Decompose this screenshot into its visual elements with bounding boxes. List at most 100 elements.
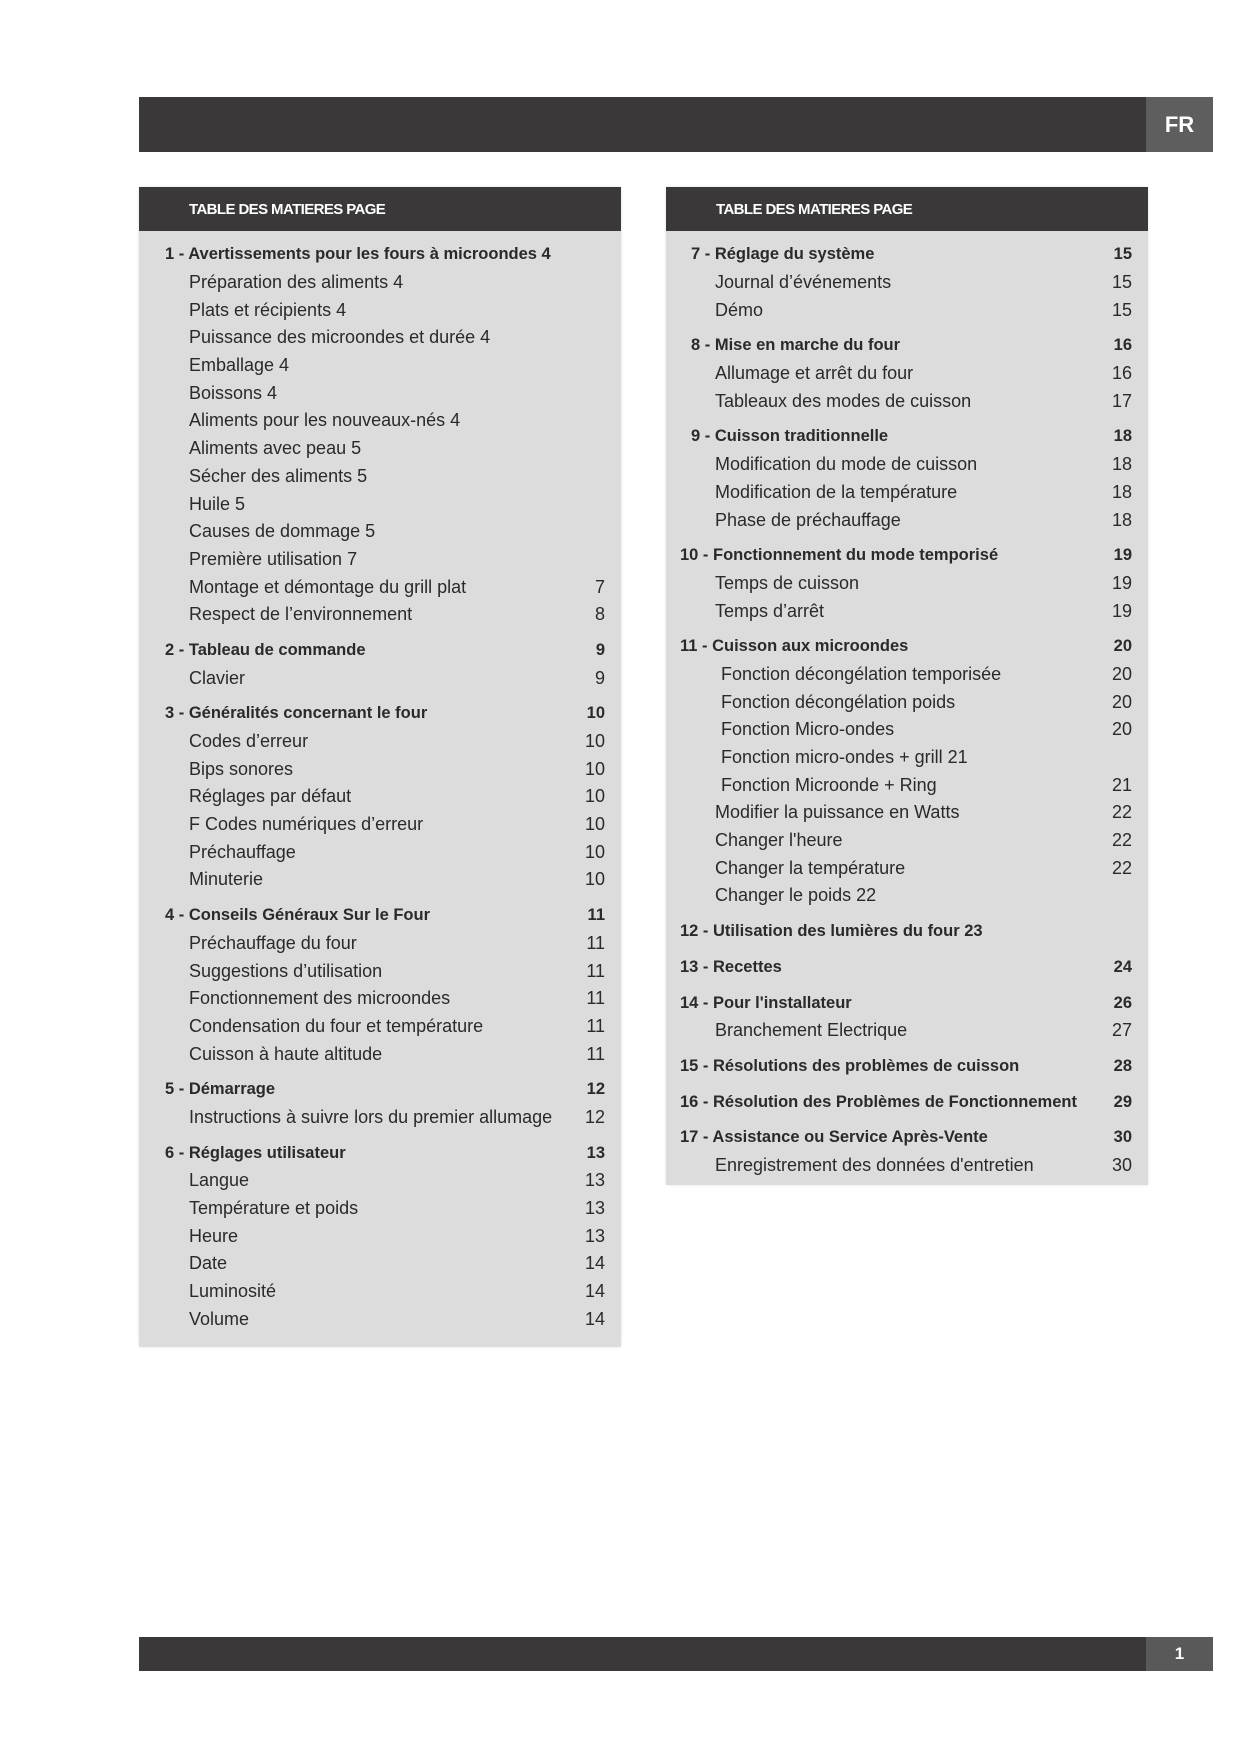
toc-entry[interactable]: Causes de dommage 5 — [139, 518, 605, 546]
entry-title: 12 - Utilisation des lumières du four 23 — [680, 922, 983, 941]
toc-entry[interactable]: Fonction décongélation poids 20 — [666, 688, 1132, 716]
toc-section-heading[interactable]: 16 - Résolution des Problèmes de Fonctio… — [666, 1088, 1132, 1116]
toc-entry[interactable]: Aliments avec peau 5 — [139, 435, 605, 463]
entry-page: 14 — [584, 1253, 605, 1274]
entry-title: 10 - Fonctionnement du mode temporisé — [680, 546, 999, 565]
toc-entry[interactable]: Volume 14 — [139, 1305, 605, 1333]
toc-entry[interactable]: Changer le poids 22 — [666, 882, 1132, 910]
toc-section: 3 - Généralités concernant le four 10 Code… — [139, 700, 605, 894]
toc-section-heading[interactable]: 12 - Utilisation des lumières du four 23 — [666, 918, 1132, 946]
entry-title: Minuterie — [189, 869, 264, 890]
toc-section-heading[interactable]: 8 - Mise en marche du four 16 — [666, 332, 1132, 360]
toc-entry[interactable]: Luminosité 14 — [139, 1278, 605, 1306]
entry-page: 19 — [1111, 600, 1132, 621]
toc-entry[interactable]: Préparation des aliments 4 — [139, 269, 605, 297]
toc-entry[interactable]: Codes d’erreur 10 — [139, 728, 605, 756]
toc-entry[interactable]: Modification de la température 18 — [666, 479, 1132, 507]
toc-entry[interactable]: Fonction décongélation temporisée 20 — [666, 661, 1132, 689]
toc-entry[interactable]: F Codes numériques d’erreur 10 — [139, 811, 605, 839]
toc-section-heading[interactable]: 3 - Généralités concernant le four 10 — [139, 700, 605, 728]
entry-page: 16 — [1113, 336, 1132, 355]
toc-entry[interactable]: Démo 15 — [666, 296, 1132, 324]
entry-title: Fonction Microonde + Ring — [721, 774, 937, 795]
entry-page: 28 — [1113, 1056, 1132, 1075]
toc-entry[interactable]: Clavier 9 — [139, 664, 605, 692]
toc-entry[interactable]: Tableaux des modes de cuisson 17 — [666, 387, 1132, 415]
entry-title: Allumage et arrêt du four — [715, 363, 914, 384]
toc-section-heading[interactable]: 10 - Fonctionnement du mode temporisé 19 — [666, 542, 1132, 570]
toc-entry[interactable]: Huile 5 — [139, 490, 605, 518]
toc-entry[interactable]: Sécher des aliments 5 — [139, 463, 605, 491]
toc-entry[interactable]: Température et poids 13 — [139, 1195, 605, 1223]
toc-entry[interactable]: Instructions à suivre lors du premier al… — [139, 1104, 605, 1132]
toc-entry[interactable]: Branchement Electrique 27 — [666, 1017, 1132, 1045]
toc-entry[interactable]: Fonction Microonde + Ring 21 — [666, 771, 1132, 799]
entry-title: Aliments pour les nouveaux-nés 4 — [189, 410, 461, 431]
entry-page: 10 — [584, 841, 605, 862]
toc-entry[interactable]: Modification du mode de cuisson 18 — [666, 451, 1132, 479]
entry-title: Heure — [189, 1225, 239, 1246]
toc-entry[interactable]: Langue 13 — [139, 1167, 605, 1195]
toc-entry[interactable]: Préchauffage 10 — [139, 838, 605, 866]
toc-entry[interactable]: Changer la température 22 — [666, 854, 1132, 882]
entry-title: Préchauffage du four — [189, 932, 357, 953]
entry-title: Aliments avec peau 5 — [189, 438, 362, 459]
toc-entry[interactable]: Montage et démontage du grill plat 7 — [139, 573, 605, 601]
toc-section-heading[interactable]: 15 - Résolutions des problèmes de cuisso… — [666, 1053, 1132, 1081]
toc-section-heading[interactable]: 17 - Assistance ou Service Après-Vente 30 — [666, 1124, 1132, 1152]
entry-page: 15 — [1111, 272, 1132, 293]
toc-section-heading[interactable]: 6 - Réglages utilisateur 13 — [139, 1139, 605, 1167]
toc-entry[interactable]: Enregistrement des données d'entretien 30 — [666, 1152, 1132, 1180]
toc-entry[interactable]: Temps d’arrêt 19 — [666, 597, 1132, 625]
toc-section-heading[interactable]: 5 - Démarrage 12 — [139, 1076, 605, 1104]
toc-entry[interactable]: Préchauffage du four 11 — [139, 930, 605, 958]
toc-entry[interactable]: Respect de l’environnement 8 — [139, 601, 605, 629]
toc-section-heading[interactable]: 13 - Recettes 24 — [666, 954, 1132, 982]
toc-entry[interactable]: Aliments pour les nouveaux-nés 4 — [139, 407, 605, 435]
entry-page: 18 — [1111, 481, 1132, 502]
toc-section: 5 - Démarrage 12 Instructions à suivre lor… — [139, 1076, 605, 1131]
toc-entry[interactable]: Temps de cuisson 19 — [666, 570, 1132, 598]
toc-entry[interactable]: Fonction Micro-ondes 20 — [666, 716, 1132, 744]
toc-entry[interactable]: Emballage 4 — [139, 352, 605, 380]
toc-entry[interactable]: Fonction micro-ondes + grill 21 — [666, 744, 1132, 772]
toc-entry[interactable]: Changer l'heure 22 — [666, 827, 1132, 855]
toc-section-heading[interactable]: 1 - Avertissements pour les fours à micr… — [139, 241, 605, 269]
toc-entry[interactable]: Réglages par défaut 10 — [139, 783, 605, 811]
toc-section-heading[interactable]: 9 - Cuisson traditionnelle 18 — [666, 423, 1132, 451]
toc-entry[interactable]: Heure 13 — [139, 1222, 605, 1250]
toc-entry[interactable]: Condensation du four et température 11 — [139, 1013, 605, 1041]
toc-entry[interactable]: Suggestions d’utilisation 11 — [139, 957, 605, 985]
toc-section: 4 - Conseils Généraux Sur le Four 11 Préch… — [139, 902, 605, 1068]
toc-entry[interactable]: Boissons 4 — [139, 379, 605, 407]
toc-entry[interactable]: Modifier la puissance en Watts 22 — [666, 799, 1132, 827]
toc-entry[interactable]: Bips sonores 10 — [139, 755, 605, 783]
toc-entry[interactable]: Fonctionnement des microondes 11 — [139, 985, 605, 1013]
entry-page: 26 — [1113, 993, 1132, 1012]
entry-title: Langue — [189, 1170, 250, 1191]
entry-page: 15 — [1111, 299, 1132, 320]
toc-entry[interactable]: Première utilisation 7 — [139, 546, 605, 574]
toc-section-heading[interactable]: 2 - Tableau de commande 9 — [139, 637, 605, 665]
entry-page: 9 — [595, 640, 605, 659]
entry-page: 30 — [1111, 1154, 1132, 1175]
toc-entry[interactable]: Phase de préchauffage 18 — [666, 506, 1132, 534]
entry-title: Huile 5 — [189, 493, 246, 514]
toc-section-heading[interactable]: 7 - Réglage du système 15 — [666, 241, 1132, 269]
toc-entry[interactable]: Allumage et arrêt du four 16 — [666, 360, 1132, 388]
entry-title: Enregistrement des données d'entretien — [715, 1154, 1034, 1175]
toc-section-heading[interactable]: 11 - Cuisson aux microondes 20 — [666, 633, 1132, 661]
toc-entry[interactable]: Cuisson à haute altitude 11 — [139, 1040, 605, 1068]
toc-entry[interactable]: Date 14 — [139, 1250, 605, 1278]
entry-title: Fonction décongélation temporisée — [721, 663, 1002, 684]
entry-title: 14 - Pour l'installateur — [680, 993, 852, 1012]
toc-entry[interactable]: Plats et récipients 4 — [139, 296, 605, 324]
entry-page: 13 — [584, 1198, 605, 1219]
entry-title: Plats et récipients 4 — [189, 299, 347, 320]
toc-entry[interactable]: Minuterie 10 — [139, 866, 605, 894]
toc-section-heading[interactable]: 4 - Conseils Généraux Sur le Four 11 — [139, 902, 605, 930]
toc-section-heading[interactable]: 14 - Pour l'installateur 26 — [666, 989, 1132, 1017]
toc-entry[interactable]: Puissance des microondes et durée 4 — [139, 324, 605, 352]
toc-entry[interactable]: Journal d’événements 15 — [666, 269, 1132, 297]
entry-title: Luminosité — [189, 1281, 277, 1302]
